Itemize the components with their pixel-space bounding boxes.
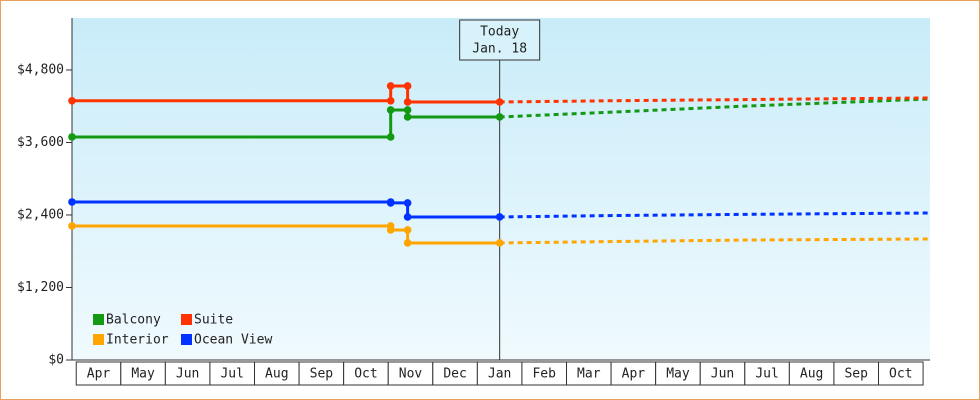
point xyxy=(386,106,395,114)
point xyxy=(386,82,395,90)
point xyxy=(495,113,504,121)
x-tick-label: Jul xyxy=(220,367,243,382)
today-label: Today xyxy=(480,25,519,40)
x-tick-label: Sep xyxy=(310,367,334,382)
today-label: Jan. 18 xyxy=(472,42,527,57)
point xyxy=(495,239,504,247)
x-tick-label: Aug xyxy=(800,367,823,382)
x-tick-label: Jun xyxy=(176,367,199,382)
legend-label: Ocean View xyxy=(194,333,272,348)
series-line xyxy=(72,224,500,245)
x-tick-label: Apr xyxy=(87,367,111,382)
x-tick-box xyxy=(878,361,924,386)
point xyxy=(403,239,412,247)
point xyxy=(495,213,504,221)
y-tick-label: $2,400 xyxy=(17,207,64,222)
series-line xyxy=(72,200,500,219)
legend-label: Suite xyxy=(194,313,233,328)
series-line xyxy=(72,84,500,104)
legend-swatch xyxy=(93,334,104,345)
point xyxy=(403,82,412,90)
x-tick-label: Jan xyxy=(488,367,511,382)
x-tick-label: Nov xyxy=(399,367,423,382)
legend-swatch xyxy=(181,334,192,345)
plot-area xyxy=(72,18,930,360)
point xyxy=(386,226,395,234)
x-tick-label: Oct xyxy=(354,367,377,382)
x-tick-label: May xyxy=(131,367,155,382)
x-tick-label: Oct xyxy=(889,367,912,382)
y-tick-label: $1,200 xyxy=(17,280,64,295)
legend-swatch xyxy=(93,314,104,325)
x-tick-label: Jun xyxy=(711,367,734,382)
x-tick-label: Sep xyxy=(844,367,868,382)
point xyxy=(403,98,412,106)
forecast-line xyxy=(499,96,931,104)
point xyxy=(68,222,76,230)
point xyxy=(386,133,395,141)
today-box xyxy=(459,19,541,61)
point xyxy=(68,133,76,141)
point xyxy=(403,226,412,234)
point xyxy=(403,199,412,207)
legend-swatch xyxy=(181,314,192,325)
x-tick-label: Apr xyxy=(622,367,646,382)
y-tick-label: $0 xyxy=(48,353,64,368)
point xyxy=(403,213,412,221)
legend-label: Balcony xyxy=(106,313,161,328)
y-tick-label: $3,600 xyxy=(17,135,64,150)
point xyxy=(403,106,412,114)
point xyxy=(386,96,395,105)
forecast-line xyxy=(499,237,931,245)
series-line xyxy=(72,108,500,139)
point xyxy=(386,199,395,207)
point xyxy=(68,198,76,206)
forecast-line xyxy=(499,97,931,119)
x-tick-label: Jul xyxy=(755,367,778,382)
x-tick-label: Dec xyxy=(443,367,466,382)
legend-label: Interior xyxy=(106,333,169,348)
forecast-line xyxy=(499,211,931,219)
point xyxy=(495,98,504,106)
x-tick-label: Mar xyxy=(577,367,601,382)
y-tick-label: $4,800 xyxy=(17,62,64,77)
x-tick-label: Feb xyxy=(532,367,556,382)
point xyxy=(403,113,412,121)
x-tick-label: Aug xyxy=(265,367,288,382)
x-tick-label: May xyxy=(666,367,690,382)
point xyxy=(68,96,76,105)
